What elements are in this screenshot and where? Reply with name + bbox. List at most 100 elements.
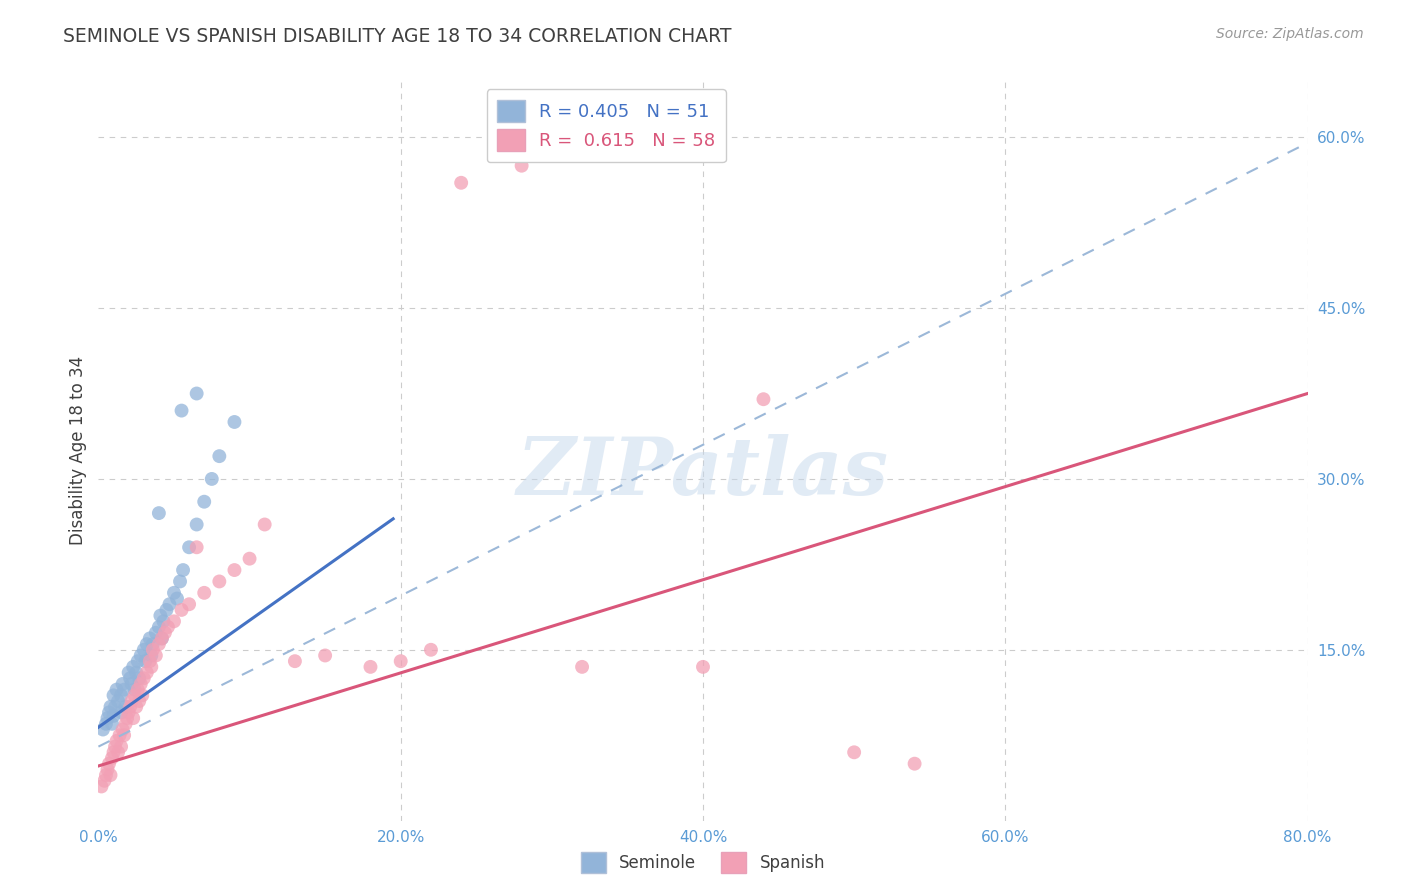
Point — [94, 768, 117, 782]
Point — [148, 637, 170, 651]
Point — [134, 654, 156, 668]
Point — [103, 689, 125, 703]
Point — [100, 768, 122, 782]
Point — [105, 734, 128, 748]
Point — [166, 591, 188, 606]
Legend: R = 0.405   N = 51, R =  0.615   N = 58: R = 0.405 N = 51, R = 0.615 N = 58 — [486, 89, 725, 162]
Point — [141, 648, 163, 663]
Point — [148, 620, 170, 634]
Point — [122, 711, 145, 725]
Point — [153, 625, 176, 640]
Point — [107, 745, 129, 759]
Point — [108, 728, 131, 742]
Point — [148, 506, 170, 520]
Point — [179, 541, 201, 555]
Point — [142, 642, 165, 657]
Point — [224, 563, 246, 577]
Point — [179, 597, 201, 611]
Point — [111, 677, 134, 691]
Point — [163, 586, 186, 600]
Point — [124, 689, 146, 703]
Point — [450, 176, 472, 190]
Point — [104, 699, 127, 714]
Point — [101, 716, 124, 731]
Point — [127, 654, 149, 668]
Point — [389, 654, 412, 668]
Point — [125, 699, 148, 714]
Point — [121, 694, 143, 708]
Point — [150, 632, 173, 646]
Point — [110, 689, 132, 703]
Point — [132, 671, 155, 685]
Point — [110, 739, 132, 754]
Point — [142, 637, 165, 651]
Point — [571, 660, 593, 674]
Point — [193, 586, 215, 600]
Point — [150, 632, 173, 646]
Point — [128, 671, 150, 685]
Point — [96, 711, 118, 725]
Point — [360, 660, 382, 674]
Point — [170, 603, 193, 617]
Point — [186, 517, 208, 532]
Point — [90, 780, 112, 794]
Point — [112, 682, 135, 697]
Point — [91, 723, 114, 737]
Point — [208, 574, 231, 589]
Point — [510, 159, 533, 173]
Point — [239, 551, 262, 566]
Point — [129, 648, 152, 663]
Point — [155, 603, 177, 617]
Point — [152, 615, 174, 629]
Point — [93, 773, 115, 788]
Point — [139, 654, 162, 668]
Point — [128, 694, 150, 708]
Point — [105, 682, 128, 697]
Point — [101, 751, 124, 765]
Point — [125, 665, 148, 680]
Point — [208, 449, 231, 463]
Point — [115, 711, 138, 725]
Point — [107, 694, 129, 708]
Point — [118, 665, 141, 680]
Point — [314, 648, 336, 663]
Point — [118, 706, 141, 720]
Point — [170, 403, 193, 417]
Point — [186, 386, 208, 401]
Point — [100, 699, 122, 714]
Point — [98, 756, 121, 771]
Point — [163, 615, 186, 629]
Point — [120, 699, 142, 714]
Point — [139, 632, 162, 646]
Point — [420, 642, 443, 657]
Point — [135, 665, 157, 680]
Point — [122, 660, 145, 674]
Point — [96, 763, 118, 777]
Point — [193, 494, 215, 508]
Point — [145, 625, 167, 640]
Text: SEMINOLE VS SPANISH DISABILITY AGE 18 TO 34 CORRELATION CHART: SEMINOLE VS SPANISH DISABILITY AGE 18 TO… — [63, 27, 731, 45]
Point — [110, 706, 132, 720]
Point — [284, 654, 307, 668]
Point — [186, 541, 208, 555]
Point — [111, 723, 134, 737]
Point — [201, 472, 224, 486]
Point — [159, 597, 181, 611]
Point — [172, 563, 194, 577]
Point — [129, 677, 152, 691]
Point — [104, 739, 127, 754]
Point — [169, 574, 191, 589]
Point — [132, 642, 155, 657]
Point — [103, 745, 125, 759]
Legend: Seminole, Spanish: Seminole, Spanish — [574, 846, 832, 880]
Point — [149, 608, 172, 623]
Point — [135, 637, 157, 651]
Point — [692, 660, 714, 674]
Point — [904, 756, 927, 771]
Point — [114, 716, 136, 731]
Point — [156, 620, 179, 634]
Point — [752, 392, 775, 407]
Point — [94, 716, 117, 731]
Point — [120, 671, 142, 685]
Point — [103, 709, 125, 723]
